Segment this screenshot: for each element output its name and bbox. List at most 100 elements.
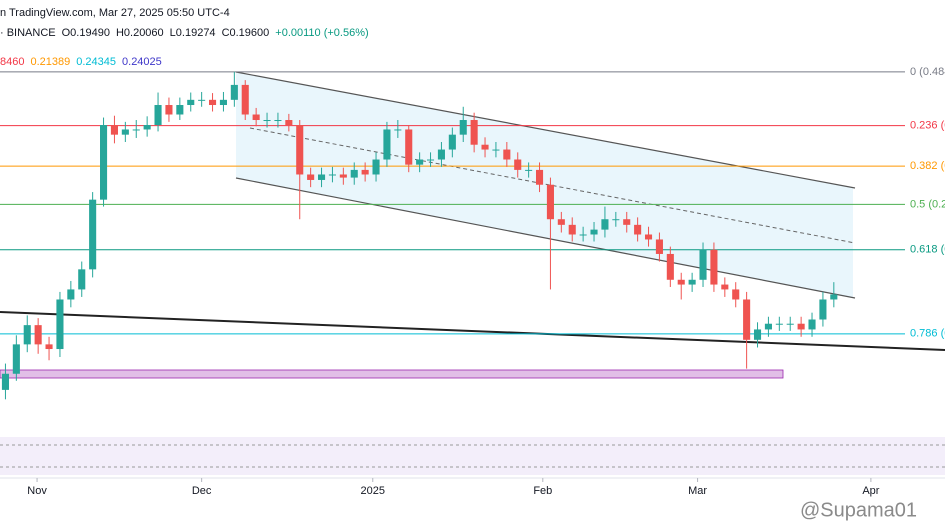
candle-body <box>361 169 369 175</box>
ohlc-value: O0.19490 <box>62 27 110 39</box>
channel-mid <box>249 127 856 244</box>
fib-label: 0.5 (0.2 <box>910 198 945 210</box>
candle-body <box>830 294 838 300</box>
channel-upper <box>235 71 856 189</box>
candle-body <box>339 174 347 178</box>
candle-body <box>176 105 184 115</box>
ma-value: 0.24345 <box>76 56 116 68</box>
candle-body <box>416 159 424 165</box>
candle-body <box>307 174 315 180</box>
candle-body <box>557 219 565 225</box>
candle-body <box>241 84 249 115</box>
candle-body <box>590 229 598 235</box>
ma-value: 8460 <box>0 56 24 68</box>
candle-body <box>535 169 544 185</box>
candle-body <box>601 219 609 230</box>
x-tick-label: Apr <box>862 485 879 497</box>
ohlc-value: H0.20060 <box>116 27 164 39</box>
candle-body <box>426 159 435 161</box>
candle-body <box>230 84 238 100</box>
x-tick-label: Nov <box>27 485 47 497</box>
candle-body <box>317 174 326 180</box>
fib-label: 0.786 (0 <box>910 328 945 340</box>
candle-body <box>492 149 500 151</box>
candle-body <box>699 249 707 280</box>
candle-body <box>546 184 554 220</box>
candle-body <box>45 344 53 350</box>
support-line <box>0 311 945 351</box>
candle-body <box>808 319 816 330</box>
candle-body <box>23 325 31 345</box>
candle-body <box>688 279 696 285</box>
candle-body <box>623 219 631 225</box>
ohlc-value: · BINANCE <box>0 27 56 39</box>
candle-body <box>721 284 729 290</box>
candle-body <box>350 169 358 178</box>
demand-zone <box>0 369 784 379</box>
rsi-pane <box>0 437 945 475</box>
ma-value: 0.24025 <box>122 56 162 68</box>
ohlc-value: L0.19274 <box>170 27 216 39</box>
candle-body <box>666 253 674 280</box>
candle-body <box>481 144 489 150</box>
candle-body <box>753 329 762 340</box>
candle-body <box>644 234 653 240</box>
candle-body <box>764 323 772 330</box>
candle-body <box>219 99 227 106</box>
candle-body <box>470 120 478 145</box>
candle-body <box>514 159 522 170</box>
candle-body <box>274 120 282 122</box>
x-tick-label: Dec <box>192 485 212 497</box>
candle-body <box>775 323 783 325</box>
candle-body <box>34 325 42 345</box>
fib-label: 0.618 (0 <box>910 244 945 256</box>
channel-lower <box>235 177 856 299</box>
candle-body <box>437 149 445 160</box>
candle-body <box>710 249 718 285</box>
candle-body <box>568 224 576 235</box>
candle-body <box>819 299 827 320</box>
candle-body <box>198 99 206 101</box>
candle-body <box>448 134 456 150</box>
candle-body <box>383 129 391 160</box>
ohlc-value: +0.00110 (+0.56%) <box>275 27 368 39</box>
ohlc-value: C0.19600 <box>222 27 270 39</box>
candle-body <box>503 149 511 160</box>
candle-body <box>187 99 195 106</box>
candle-body <box>89 199 97 270</box>
x-tick-label: 2025 <box>361 485 385 497</box>
watermark: @Supama01 <box>800 499 917 521</box>
candle-body <box>743 299 751 340</box>
candle-body <box>252 114 260 121</box>
candle-body <box>732 289 740 300</box>
ma-value: 0.21389 <box>30 56 70 68</box>
candle-body <box>459 120 467 135</box>
candle-body <box>328 174 336 176</box>
candle-body <box>110 125 118 135</box>
candle-body <box>296 125 304 175</box>
candle-body <box>1 373 9 390</box>
fib-label: 0 (0.484 <box>910 66 945 78</box>
candle-body <box>579 234 587 236</box>
candle-body <box>121 129 129 135</box>
candle-body <box>263 120 271 122</box>
x-tick-label: Mar <box>688 485 707 497</box>
candle-body <box>154 105 162 126</box>
x-tick-label: Feb <box>533 485 552 497</box>
candle-body <box>786 323 794 325</box>
candle-body <box>67 289 75 300</box>
candle-body <box>143 125 151 130</box>
candle-body <box>612 219 620 221</box>
candle-body <box>100 125 108 200</box>
candle-body <box>132 129 140 131</box>
candle-body <box>285 120 293 126</box>
channel-fill <box>236 72 853 298</box>
candle-body <box>655 239 663 254</box>
fib-label: 0.236 (0 <box>910 120 945 132</box>
candle-body <box>372 159 380 175</box>
candle-body <box>405 129 413 165</box>
header: n TradingView.com, Mar 27, 2025 05:50 UT… <box>0 7 230 19</box>
candle-body <box>525 169 533 171</box>
candle-body <box>677 279 685 285</box>
